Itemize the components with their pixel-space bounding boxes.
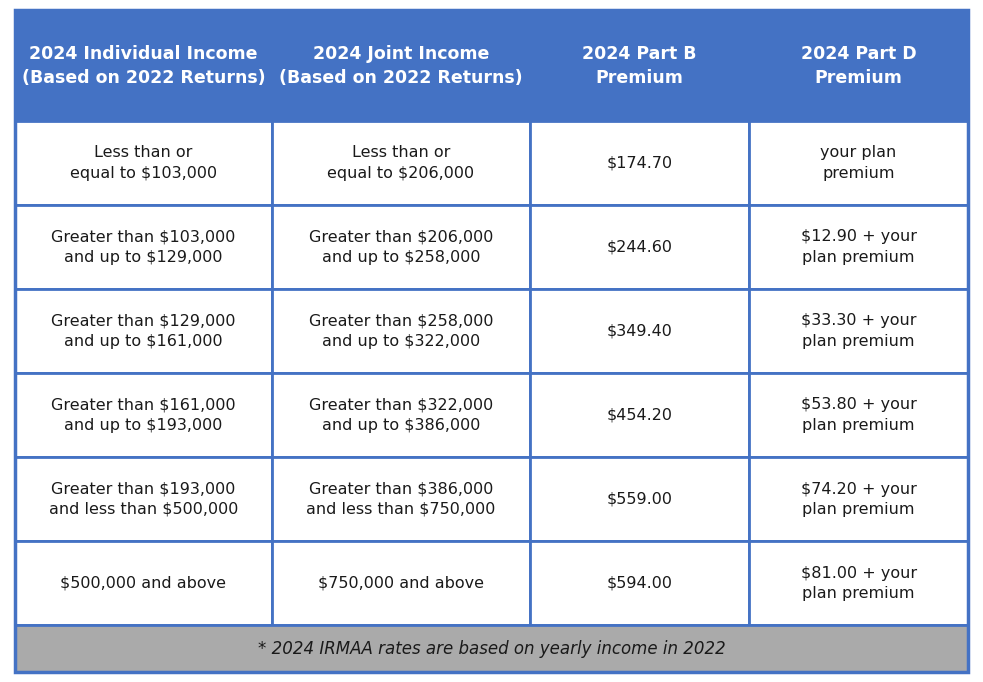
Text: $81.00 + your
plan premium: $81.00 + your plan premium — [800, 565, 917, 601]
Text: Greater than $386,000
and less than $750,000: Greater than $386,000 and less than $750… — [307, 481, 495, 517]
Bar — [749, 457, 968, 542]
Bar — [530, 205, 749, 289]
Bar — [15, 625, 968, 672]
Text: Greater than $103,000
and up to $129,000: Greater than $103,000 and up to $129,000 — [51, 229, 236, 265]
Text: your plan
premium: your plan premium — [821, 145, 896, 181]
Bar — [749, 373, 968, 457]
Bar — [272, 289, 530, 373]
Text: Greater than $206,000
and up to $258,000: Greater than $206,000 and up to $258,000 — [309, 229, 493, 265]
Text: $244.60: $244.60 — [607, 239, 672, 254]
Text: $750,000 and above: $750,000 and above — [318, 576, 484, 591]
Text: $174.70: $174.70 — [607, 155, 672, 170]
Bar — [749, 289, 968, 373]
Bar — [530, 10, 749, 121]
Text: Greater than $322,000
and up to $386,000: Greater than $322,000 and up to $386,000 — [309, 398, 493, 433]
Text: * 2024 IRMAA rates are based on yearly income in 2022: * 2024 IRMAA rates are based on yearly i… — [258, 640, 725, 657]
Bar — [749, 205, 968, 289]
Bar — [15, 289, 272, 373]
Text: Greater than $129,000
and up to $161,000: Greater than $129,000 and up to $161,000 — [51, 314, 236, 349]
Text: Less than or
equal to $206,000: Less than or equal to $206,000 — [327, 145, 475, 181]
Bar — [272, 373, 530, 457]
Bar — [530, 289, 749, 373]
Bar — [749, 542, 968, 625]
Text: $33.30 + your
plan premium: $33.30 + your plan premium — [801, 314, 916, 349]
Bar — [272, 121, 530, 205]
Text: Greater than $193,000
and less than $500,000: Greater than $193,000 and less than $500… — [49, 481, 238, 517]
Text: $12.90 + your
plan premium: $12.90 + your plan premium — [800, 229, 916, 265]
Bar — [15, 10, 272, 121]
Bar — [272, 10, 530, 121]
Bar — [749, 10, 968, 121]
Bar — [272, 542, 530, 625]
Bar — [15, 457, 272, 542]
Bar — [15, 205, 272, 289]
Text: 2024 Part D
Premium: 2024 Part D Premium — [801, 44, 916, 87]
Bar — [530, 542, 749, 625]
Bar — [530, 373, 749, 457]
Text: $74.20 + your
plan premium: $74.20 + your plan premium — [801, 481, 916, 517]
Bar — [15, 121, 272, 205]
Bar — [272, 205, 530, 289]
Text: 2024 Joint Income
(Based on 2022 Returns): 2024 Joint Income (Based on 2022 Returns… — [279, 44, 523, 87]
Text: Greater than $161,000
and up to $193,000: Greater than $161,000 and up to $193,000 — [51, 398, 236, 433]
Text: $53.80 + your
plan premium: $53.80 + your plan premium — [801, 398, 916, 433]
Bar — [749, 121, 968, 205]
Bar — [15, 542, 272, 625]
Text: $349.40: $349.40 — [607, 324, 672, 339]
Text: Less than or
equal to $103,000: Less than or equal to $103,000 — [70, 145, 217, 181]
Bar — [530, 457, 749, 542]
Text: 2024 Individual Income
(Based on 2022 Returns): 2024 Individual Income (Based on 2022 Re… — [22, 44, 265, 87]
Text: 2024 Part B
Premium: 2024 Part B Premium — [582, 44, 697, 87]
Bar — [15, 373, 272, 457]
Text: Greater than $258,000
and up to $322,000: Greater than $258,000 and up to $322,000 — [309, 314, 493, 349]
Text: $594.00: $594.00 — [607, 576, 672, 591]
Text: $454.20: $454.20 — [607, 408, 672, 423]
Text: $500,000 and above: $500,000 and above — [61, 576, 226, 591]
Bar — [272, 457, 530, 542]
Bar — [530, 121, 749, 205]
Text: $559.00: $559.00 — [607, 492, 672, 507]
